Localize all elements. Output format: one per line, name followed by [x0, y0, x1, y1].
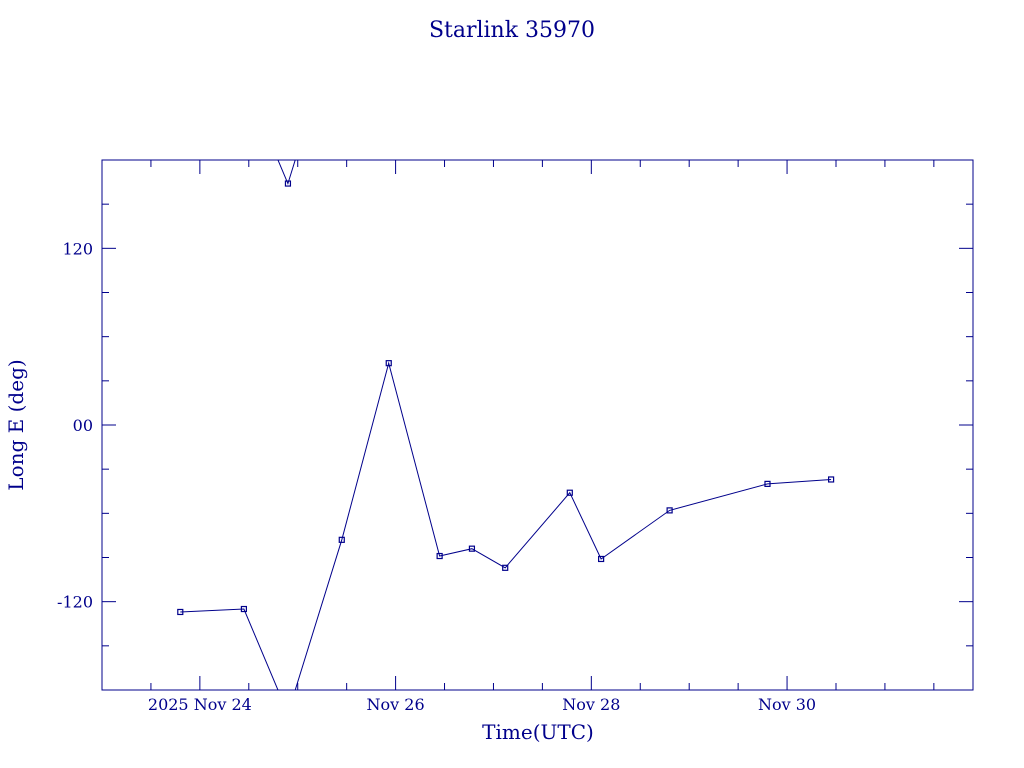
data-point: [284, 180, 292, 187]
series-line: [294, 361, 832, 690]
axis-ticks: [102, 160, 973, 690]
data-point: [177, 608, 184, 616]
x-tick-label: 2025 Nov 24: [148, 695, 252, 714]
plot-frame: [101, 159, 974, 691]
data-point: [666, 507, 673, 514]
data-point: [338, 536, 345, 543]
y-tick-label: 00: [73, 416, 93, 435]
data-point: [385, 360, 392, 367]
tick-labels: 2025 Nov 24 Nov 26 Nov 28 Nov 30 120 00 -120: [57, 239, 816, 714]
data-point: [598, 555, 605, 563]
y-axis-label: Long E (deg): [4, 359, 28, 490]
data-point: [468, 545, 476, 552]
data-point: [436, 552, 443, 560]
data-point: [566, 489, 573, 496]
chart-title: Starlink 35970: [429, 18, 595, 43]
y-tick-label: -120: [57, 593, 93, 612]
data-point: [827, 476, 835, 483]
x-tick-label: Nov 26: [367, 695, 425, 714]
x-tick-label: Nov 30: [758, 695, 816, 714]
data-point: [502, 564, 509, 571]
series-line: [277, 160, 296, 186]
x-tick-label: Nov 28: [562, 695, 620, 714]
series-line: [180, 608, 279, 690]
data-point: [240, 605, 248, 613]
y-tick-label: 120: [62, 239, 93, 258]
data-point: [764, 480, 771, 487]
x-axis-label: Time(UTC): [482, 720, 594, 744]
series-group: [177, 160, 835, 690]
